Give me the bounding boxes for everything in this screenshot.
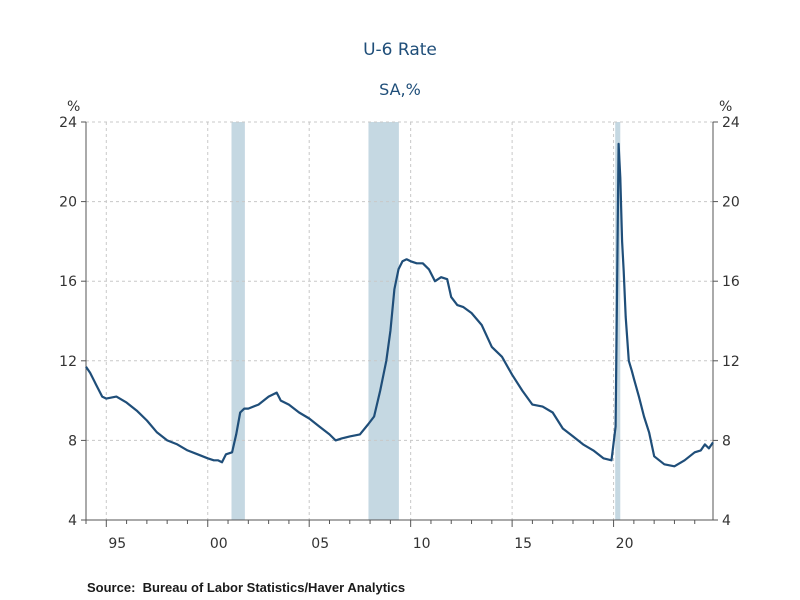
x-tick-label-1: 00	[210, 536, 228, 552]
x-tick-label-5: 20	[616, 536, 634, 552]
y-tick-label-right-1: 8	[722, 433, 731, 449]
y-tick-label-left-0: 4	[68, 513, 77, 529]
recession-band-0	[231, 122, 245, 520]
y-tick-label-left-2: 12	[59, 354, 77, 370]
x-tick-label-3: 10	[413, 536, 431, 552]
source-label: Source:	[87, 580, 136, 595]
y-tick-label-right-5: 24	[722, 115, 740, 131]
chart-title: U-6 Rate	[363, 40, 437, 60]
y-tick-label-left-4: 20	[59, 195, 77, 211]
gridlines	[86, 121, 713, 520]
y-unit-left: %	[67, 99, 80, 115]
axes: 4 4 8 8 12 12 16 16 20 20 24 24 95 00 05 10 15 20	[59, 115, 740, 552]
source-note: Source: Bureau of Labor Statistics/Haver…	[87, 580, 405, 595]
series-line-0	[85, 142, 714, 468]
y-tick-label-left-5: 24	[59, 115, 77, 131]
y-tick-label-right-0: 4	[722, 513, 731, 529]
chart-subtitle: SA,%	[379, 80, 421, 99]
x-tick-label-4: 15	[514, 536, 532, 552]
series-lines	[85, 142, 714, 468]
y-tick-label-left-3: 16	[59, 274, 77, 290]
recession-band-1	[368, 122, 399, 520]
y-tick-label-right-3: 16	[722, 274, 740, 290]
y-tick-label-left-1: 8	[68, 433, 77, 449]
x-tick-label-0: 95	[108, 536, 126, 552]
source-text: Bureau of Labor Statistics/Haver Analyti…	[142, 580, 406, 595]
recession-bands	[231, 122, 621, 520]
y-tick-label-right-4: 20	[722, 195, 740, 211]
y-unit-right: %	[719, 99, 732, 115]
y-tick-label-right-2: 12	[722, 354, 740, 370]
x-tick-label-2: 05	[311, 536, 329, 552]
